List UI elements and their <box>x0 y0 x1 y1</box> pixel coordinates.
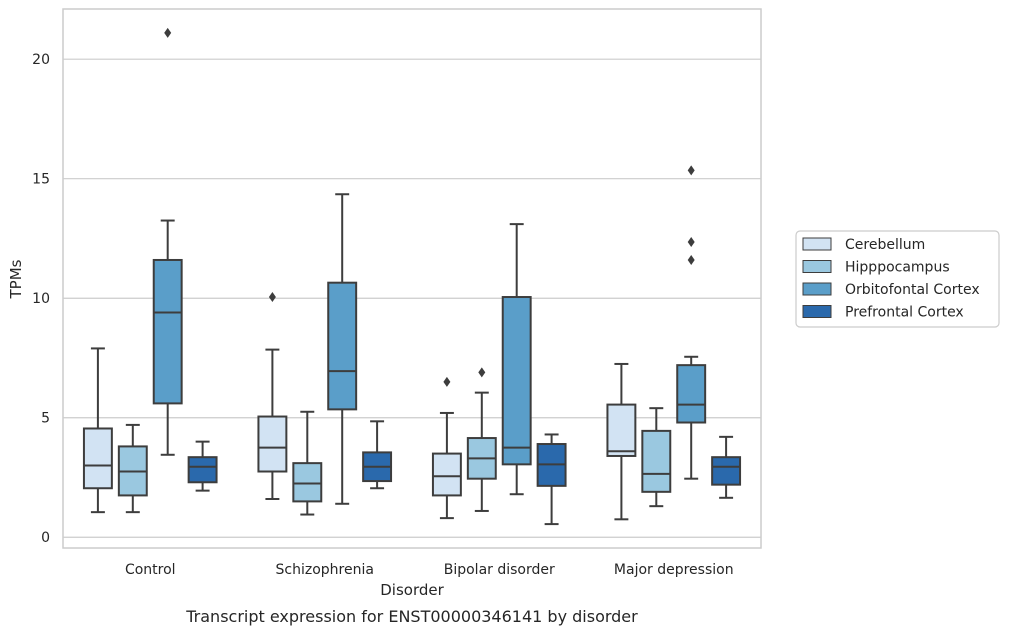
box-plot <box>536 433 567 526</box>
legend-frame <box>795 230 1000 328</box>
box-plot <box>501 223 532 496</box>
box-plot <box>676 165 707 480</box>
box-iqr <box>187 456 218 484</box>
box-plot <box>257 292 288 500</box>
outlier-point <box>687 254 695 265</box>
y-tick-label: 10 <box>32 291 50 307</box>
box-plot <box>711 435 742 499</box>
legend-swatch <box>802 237 832 251</box>
box-plot <box>362 420 393 490</box>
box-plot <box>82 347 113 514</box>
plot-frame <box>62 8 762 549</box>
legend-label: Prefrontal Cortex <box>845 305 964 321</box>
box-iqr <box>257 415 288 473</box>
legend-label: Cerebellum <box>845 237 925 253</box>
legend: Cerebellum Hipppocampus Orbitofontal Corte… <box>795 230 1000 328</box>
box-plot <box>431 376 462 520</box>
x-tick-label: Major depression <box>614 562 734 578</box>
box-plot <box>641 407 672 508</box>
box-iqr <box>82 427 113 490</box>
outlier-point <box>478 367 486 378</box>
y-tick-label: 20 <box>32 52 50 68</box>
box-iqr <box>606 403 637 457</box>
box-plots <box>82 27 742 526</box>
box-plot <box>606 362 637 521</box>
y-tick-label: 5 <box>41 411 50 427</box>
box-iqr <box>711 456 742 486</box>
outlier-point <box>268 292 276 303</box>
box-iqr <box>676 364 707 424</box>
box-iqr <box>501 296 532 466</box>
box-plot <box>292 410 323 516</box>
legend-swatch <box>802 260 832 273</box>
axes: 0 5 10 15 20 Control Schizophrenia Bipolar diso… <box>32 8 762 578</box>
outlier-point <box>164 27 172 38</box>
x-tick-label: Schizophrenia <box>276 562 374 578</box>
x-tick-label: Bipolar disorder <box>444 562 555 578</box>
box-plot <box>187 440 218 492</box>
y-axis-label: TPMs <box>7 259 25 299</box>
legend-swatch <box>802 282 832 296</box>
box-iqr <box>292 462 323 503</box>
outlier-point <box>687 165 695 176</box>
legend-label: Orbitofontal Cortex <box>845 282 980 298</box>
x-tick-label: Control <box>125 562 176 578</box>
outlier-point <box>443 376 451 387</box>
box-iqr <box>327 281 358 411</box>
box-plot <box>152 27 183 456</box>
box-iqr <box>431 452 462 497</box>
y-tick-label: 0 <box>41 530 50 546</box>
y-tick-label: 15 <box>32 172 50 188</box>
outlier-point <box>687 237 695 248</box>
chart-caption: Transcript expression for ENST0000034614… <box>185 607 638 626</box>
x-axis-label: Disorder <box>380 581 444 599</box>
box-iqr <box>641 429 672 493</box>
box-plot <box>466 367 497 512</box>
box-iqr <box>152 258 183 405</box>
box-plot <box>327 193 358 505</box>
legend-label: Hipppocampus <box>845 260 950 276</box>
legend-swatch <box>802 305 832 318</box>
box-plot <box>117 423 148 514</box>
